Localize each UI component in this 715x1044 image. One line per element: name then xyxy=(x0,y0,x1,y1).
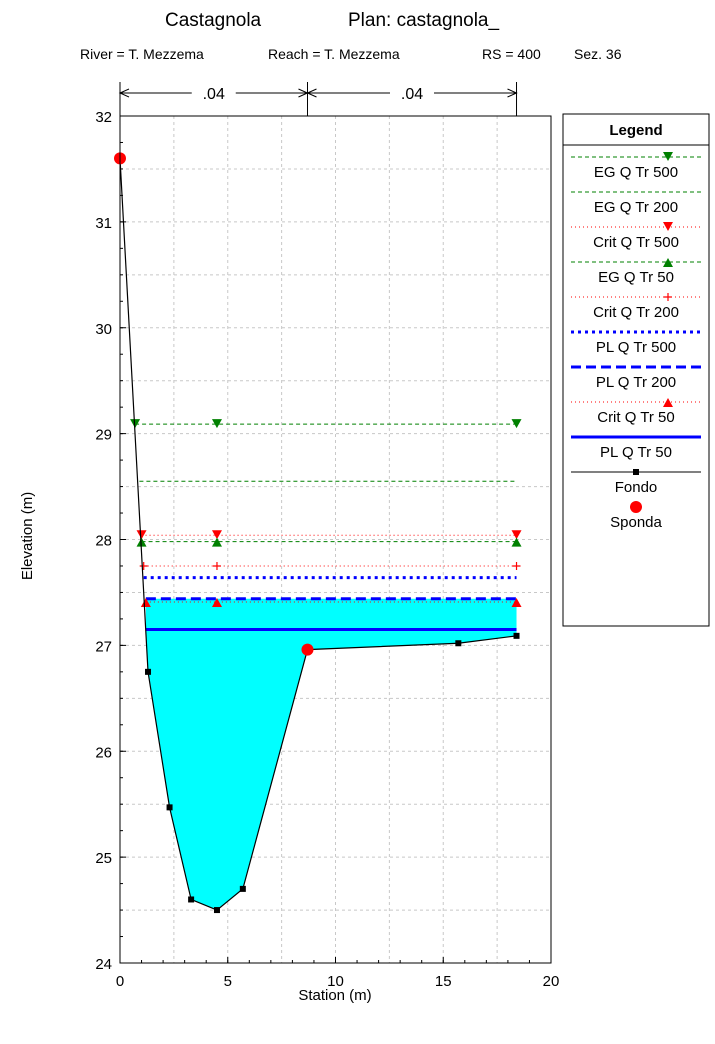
legend-label: PL Q Tr 500 xyxy=(596,339,676,356)
water-area xyxy=(145,598,517,911)
legend-label: Crit Q Tr 50 xyxy=(597,409,675,426)
subtitle-reach: Reach = T. Mezzema xyxy=(268,46,400,62)
x-axis-label: Station (m) xyxy=(298,987,371,1004)
legend-label: Crit Q Tr 200 xyxy=(593,304,679,321)
subtitle-river: River = T. Mezzema xyxy=(80,46,204,62)
legend-label: EG Q Tr 500 xyxy=(594,164,678,181)
y-tick-label: 25 xyxy=(95,850,112,867)
manning-n-annotation: .04 .04 xyxy=(118,82,518,116)
ground-point xyxy=(188,896,195,903)
ground-point xyxy=(513,632,520,639)
legend-label: Sponda xyxy=(610,514,662,531)
y-tick-label: 29 xyxy=(95,427,112,444)
legend-label: PL Q Tr 50 xyxy=(600,444,672,461)
legend-marker xyxy=(630,501,642,513)
legend-marker xyxy=(633,469,639,475)
legend-label: EG Q Tr 50 xyxy=(598,269,674,286)
ground-point xyxy=(455,640,462,647)
series-marker xyxy=(511,537,522,547)
series-marker xyxy=(136,537,147,547)
x-tick-label: 15 xyxy=(435,973,452,990)
legend-label: EG Q Tr 200 xyxy=(594,199,678,216)
x-tick-label: 5 xyxy=(224,973,232,990)
n-value-label: .04 xyxy=(401,86,423,103)
series-marker xyxy=(511,419,522,429)
legend-marker xyxy=(663,258,673,267)
series-marker xyxy=(512,561,521,570)
series-marker xyxy=(511,597,522,607)
legend-label: Crit Q Tr 500 xyxy=(593,234,679,251)
series-marker xyxy=(211,537,222,547)
subtitle-rs: RS = 400 xyxy=(482,46,541,62)
ground-point xyxy=(145,668,152,675)
series-marker xyxy=(212,561,221,570)
y-tick-label: 24 xyxy=(95,956,112,973)
n-arrowhead xyxy=(118,88,130,98)
x-tick-label: 10 xyxy=(327,973,344,990)
n-value-label: .04 xyxy=(203,86,225,103)
y-tick-label: 28 xyxy=(95,533,112,550)
x-tick-label: 20 xyxy=(543,973,560,990)
axes: 0 5 10 15 20 24 25 26 27 28 29 30 31 32 xyxy=(95,109,559,990)
legend-label: PL Q Tr 200 xyxy=(596,374,676,391)
legend: Legend EG Q Tr 500 EG Q Tr 200 Crit Q Tr 50… xyxy=(562,113,710,627)
chart-title-plan: Plan: castagnola_ xyxy=(348,10,500,31)
y-axis-label: Elevation (m) xyxy=(19,492,36,580)
subtitle-section: Sez. 36 xyxy=(574,46,622,62)
water-fill-layer xyxy=(145,598,517,911)
series-marker xyxy=(130,419,141,429)
series-marker xyxy=(511,530,522,540)
series-marker xyxy=(211,597,222,607)
bank-station-point xyxy=(301,643,314,656)
legend-marker xyxy=(663,222,673,231)
series-marker xyxy=(139,561,148,570)
legend-title: Legend xyxy=(609,122,662,139)
ground-point xyxy=(213,907,220,914)
ground-point xyxy=(239,885,246,892)
series-marker xyxy=(211,419,222,429)
series-marker xyxy=(211,530,222,540)
legend-box xyxy=(562,113,710,627)
y-tick-label: 26 xyxy=(95,744,112,761)
series-marker xyxy=(136,530,147,540)
y-tick-label: 27 xyxy=(95,638,112,655)
ground-point xyxy=(166,804,173,811)
x-tick-label: 0 xyxy=(116,973,124,990)
n-arrowhead xyxy=(306,88,317,98)
n-arrowhead xyxy=(507,88,518,98)
legend-marker xyxy=(663,152,673,161)
legend-marker xyxy=(664,293,672,301)
series-marker xyxy=(140,597,151,607)
legend-marker xyxy=(663,398,673,407)
y-tick-label: 32 xyxy=(95,109,112,126)
y-tick-label: 31 xyxy=(95,215,112,232)
y-tick-label: 30 xyxy=(95,321,112,338)
chart-title-left: Castagnola xyxy=(165,10,262,31)
legend-label: Fondo xyxy=(615,479,658,496)
series-layer xyxy=(130,419,522,631)
